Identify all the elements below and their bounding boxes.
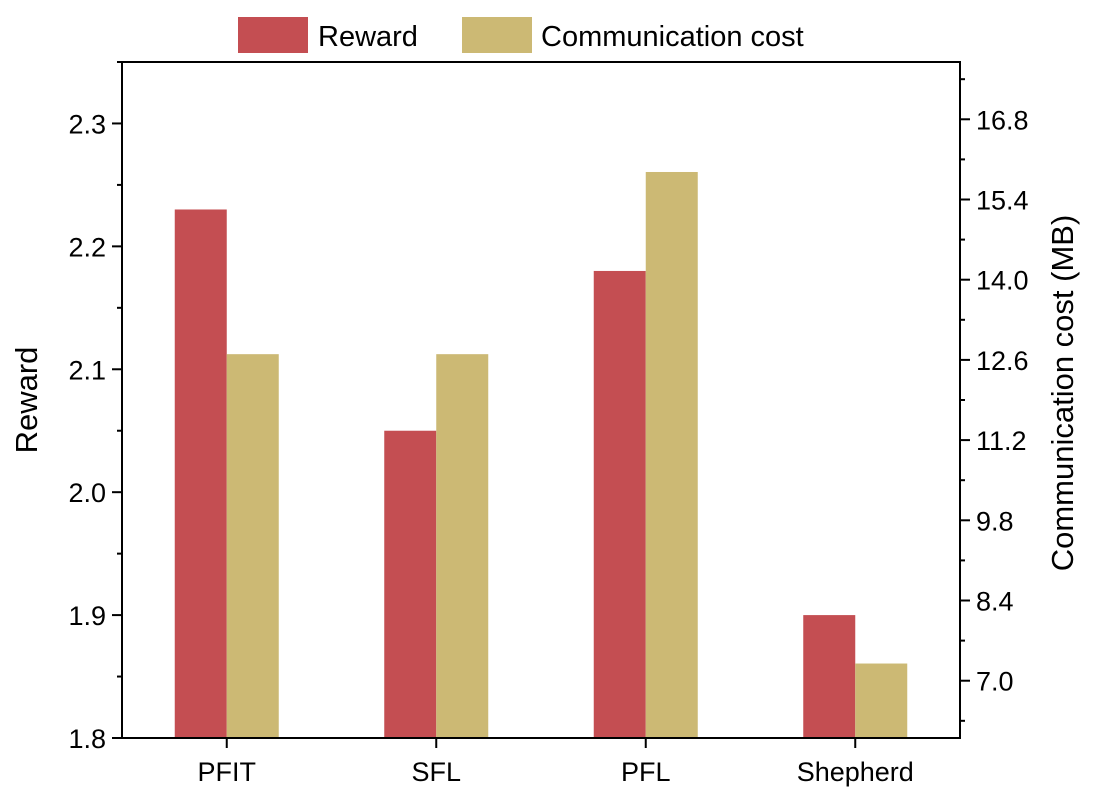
- y-tick-label: 2.1: [68, 355, 106, 385]
- bar-reward-sfl: [384, 430, 437, 738]
- bar-reward-pfit: [174, 209, 227, 738]
- legend-swatch-reward: [238, 17, 308, 53]
- y2-tick-label: 12.6: [976, 346, 1029, 376]
- y2-tick-label: 14.0: [976, 266, 1029, 296]
- x-tick-label: SFL: [411, 757, 461, 787]
- legend: Reward Communication cost: [238, 17, 804, 53]
- y2-tick-label: 15.4: [976, 185, 1029, 215]
- legend-swatch-communication-cost: [462, 17, 532, 53]
- y-tick-label: 1.9: [68, 601, 106, 631]
- y2-tick-label: 9.8: [976, 506, 1014, 536]
- y2-tick-label: 7.0: [976, 667, 1014, 697]
- legend-label-reward: Reward: [318, 21, 418, 53]
- y2-tick-label: 11.2: [976, 426, 1027, 456]
- bar-reward-shepherd: [803, 615, 856, 738]
- bars-layer: [174, 171, 908, 738]
- bar-communication-cost-sfl: [436, 354, 489, 738]
- legend-label-communication-cost: Communication cost: [541, 21, 804, 53]
- x-tick-label: Shepherd: [797, 757, 914, 787]
- x-tick-label: PFIT: [198, 757, 257, 787]
- bar-communication-cost-shepherd: [855, 663, 908, 738]
- y2-tick-label: 16.8: [976, 105, 1029, 135]
- bar-communication-cost-pfl: [645, 171, 698, 738]
- axes-layer: PFIT SFL PFL Shepherd 1.8 1.9 2.0 2.1 2.2 2.3 7.0 8…: [68, 61, 1029, 787]
- y-tick-label: 2.3: [68, 109, 106, 139]
- y-tick-label: 2.0: [68, 478, 106, 508]
- bar-communication-cost-pfit: [226, 354, 279, 738]
- y2-tick-label: 8.4: [976, 587, 1014, 617]
- y-tick-label: 1.8: [68, 724, 106, 754]
- x-tick-label: PFL: [621, 757, 671, 787]
- y-tick-label: 2.2: [68, 232, 106, 262]
- y2-axis-title: Communication cost (MB): [1045, 215, 1080, 572]
- bar-reward-pfl: [593, 270, 646, 738]
- plot-frame: [121, 61, 961, 739]
- y-axis-title: Reward: [9, 347, 44, 454]
